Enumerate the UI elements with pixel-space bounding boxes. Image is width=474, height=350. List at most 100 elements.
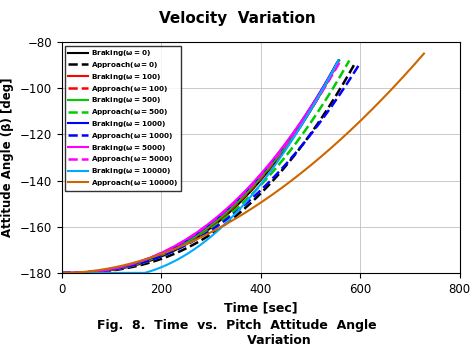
Line: Braking(ω=5000): Braking(ω=5000) (62, 63, 338, 273)
Braking(ω=100) (183, 241, 189, 245)
Approach(ω=10000) (123, 263, 128, 267)
Braking(ω=500) (244, 190, 250, 195)
Braking(ω=5000) (130, 262, 136, 266)
Approach(ω=0) (134, 264, 140, 268)
Braking(ω=0) (130, 264, 136, 268)
Approach(ω=0) (255, 194, 261, 198)
Approach(ω=1000) (194, 237, 200, 241)
Braking(ω=500) (130, 263, 136, 267)
Text: Fig.  8.  Time  vs.  Pitch  Attitude  Angle
                   Variation: Fig. 8. Time vs. Pitch Attitude Angle Va… (97, 318, 377, 346)
Approach(ω=0) (232, 215, 237, 219)
Braking(ω=0) (244, 194, 250, 198)
Approach(ω=10000) (59, 271, 64, 275)
Braking(ω=1000) (130, 262, 136, 266)
Approach(ω=0) (191, 242, 197, 246)
Braking(ω=100) (334, 61, 340, 65)
Approach(ω=10000) (332, 143, 337, 147)
Braking(ω=500) (59, 271, 64, 275)
Braking(ω=0) (267, 166, 273, 170)
Braking(ω=100) (266, 166, 272, 170)
Braking(ω=100) (129, 263, 135, 267)
Line: Approach(ω=1000): Approach(ω=1000) (62, 63, 360, 273)
Braking(ω=1000) (108, 267, 113, 272)
Approach(ω=10000) (272, 190, 278, 195)
Braking(ω=10000) (258, 182, 264, 186)
Approach(ω=1000) (235, 209, 240, 213)
Braking(ω=5000) (335, 61, 341, 65)
Braking(ω=10000) (59, 271, 64, 275)
Approach(ω=500) (133, 263, 138, 267)
Braking(ω=5000) (221, 209, 227, 213)
Approach(ω=10000) (223, 222, 228, 226)
Approach(ω=500) (228, 211, 234, 215)
Approach(ω=1000) (59, 271, 64, 275)
Braking(ω=5000) (59, 271, 64, 275)
Approach(ω=0) (352, 61, 358, 65)
Y-axis label: Attitude Angle (β) [deg]: Attitude Angle (β) [deg] (1, 78, 14, 237)
Line: Approach(ω=100): Approach(ω=100) (62, 63, 338, 273)
X-axis label: Time [sec]: Time [sec] (224, 301, 298, 314)
Braking(ω=500) (108, 267, 114, 272)
Line: Braking(ω=1000): Braking(ω=1000) (62, 61, 338, 273)
Line: Approach(ω=500): Approach(ω=500) (62, 61, 349, 273)
Approach(ω=10000) (152, 254, 158, 259)
Approach(ω=5000) (337, 61, 342, 65)
Braking(ω=10000) (286, 143, 292, 147)
Approach(ω=5000) (268, 161, 273, 166)
Braking(ω=10000) (299, 122, 305, 127)
Approach(ω=0) (280, 168, 285, 172)
Line: Braking(ω=100): Braking(ω=100) (62, 63, 337, 273)
Braking(ω=100) (59, 271, 64, 275)
Line: Approach(ω=0): Approach(ω=0) (62, 63, 355, 273)
Braking(ω=0) (108, 268, 113, 272)
Approach(ω=100) (59, 271, 64, 275)
Braking(ω=1000) (336, 58, 341, 63)
Approach(ω=100) (184, 241, 190, 245)
Text: Velocity  Variation: Velocity Variation (159, 10, 315, 26)
Approach(ω=1000) (357, 61, 363, 65)
Approach(ω=1000) (136, 262, 141, 266)
Braking(ω=5000) (108, 267, 113, 271)
Braking(ω=1000) (184, 238, 190, 242)
Legend: $\mathbf{Braking(\omega=0)}$, $\mathbf{Approach(\omega=0)}$, $\mathbf{Braking(\o: $\mathbf{Braking(\omega=0)}$, $\mathbf{A… (65, 46, 181, 190)
Approach(ω=500) (346, 58, 352, 63)
Approach(ω=100) (335, 61, 341, 65)
Approach(ω=500) (275, 163, 281, 168)
Approach(ω=100) (267, 166, 273, 170)
Approach(ω=10000) (301, 169, 306, 173)
Braking(ω=500) (337, 58, 342, 63)
Braking(ω=100) (108, 268, 113, 272)
Approach(ω=100) (243, 193, 249, 197)
Line: Braking(ω=0): Braking(ω=0) (62, 61, 339, 273)
Approach(ω=500) (189, 239, 195, 244)
Braking(ω=500) (268, 163, 273, 168)
Braking(ω=100) (221, 214, 227, 218)
Approach(ω=100) (108, 268, 113, 272)
Braking(ω=500) (184, 239, 190, 244)
Line: Braking(ω=10000): Braking(ω=10000) (62, 61, 338, 273)
Approach(ω=5000) (59, 271, 64, 275)
Approach(ω=5000) (244, 188, 250, 192)
Approach(ω=100) (221, 214, 227, 218)
Braking(ω=10000) (202, 239, 208, 244)
Braking(ω=1000) (59, 271, 64, 275)
Braking(ω=5000) (243, 188, 249, 192)
Braking(ω=1000) (222, 210, 228, 214)
Braking(ω=0) (222, 214, 228, 218)
Line: Approach(ω=5000): Approach(ω=5000) (62, 63, 339, 273)
Approach(ω=1000) (111, 267, 117, 271)
Line: Approach(ω=10000): Approach(ω=10000) (62, 54, 424, 273)
Approach(ω=5000) (130, 262, 136, 266)
Braking(ω=10000) (336, 58, 341, 63)
Braking(ω=0) (184, 241, 190, 246)
Braking(ω=5000) (267, 161, 273, 166)
Braking(ω=1000) (244, 189, 249, 193)
Approach(ω=0) (111, 268, 117, 272)
Line: Braking(ω=500): Braking(ω=500) (62, 61, 339, 273)
Approach(ω=1000) (258, 188, 264, 192)
Braking(ω=10000) (297, 126, 302, 131)
Approach(ω=500) (251, 190, 256, 195)
Approach(ω=0) (59, 271, 64, 275)
Approach(ω=500) (109, 267, 115, 272)
Braking(ω=10000) (287, 141, 292, 146)
